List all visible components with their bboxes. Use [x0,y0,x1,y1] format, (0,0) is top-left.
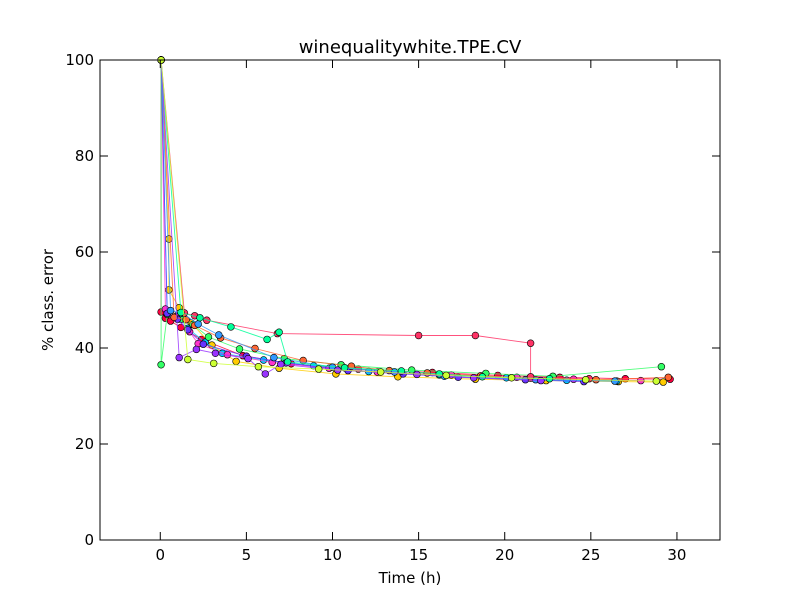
series-layer [157,56,674,386]
x-tick-label: 0 [156,546,166,564]
data-point [204,333,213,341]
data-point [652,377,660,385]
data-point [232,357,240,366]
x-tick-label: 15 [409,546,428,564]
x-tick-label: 25 [581,546,600,564]
data-point [611,377,619,385]
data-point [284,358,292,366]
y-tick-label: 0 [84,531,94,549]
data-point [471,331,480,340]
x-tick-label: 10 [323,546,342,564]
data-point [194,320,202,328]
series-line [160,59,657,382]
series-12 [157,56,660,385]
data-point [254,363,263,371]
axes-layer: 0 5 10 15 20 25 30 0 20 40 60 80 100 [65,51,720,564]
data-point [657,363,666,371]
data-point [377,368,385,376]
data-point [526,373,535,381]
data-point [210,359,218,368]
x-tick-label: 20 [495,546,514,564]
chart-title: winequalitywhite.TPE.CV [299,37,522,58]
data-point [177,308,185,317]
data-point [157,361,165,369]
data-point [340,364,349,372]
data-point [199,340,208,348]
data-point [259,356,268,364]
data-point [196,314,204,322]
y-tick-label: 100 [65,51,94,69]
data-point [526,339,535,347]
data-point [184,355,192,364]
data-point [166,306,175,315]
data-point [270,353,278,362]
data-point [664,373,672,381]
data-point [261,370,269,378]
data-point [507,374,516,382]
data-point [275,328,283,336]
y-tick-label: 40 [75,339,94,357]
data-point [390,368,399,376]
series-line [160,59,590,380]
data-point [315,365,323,373]
data-point [442,371,450,380]
data-point [470,374,478,382]
y-tick-label: 80 [75,147,94,165]
data-point [165,235,173,243]
data-point [235,345,244,353]
data-point [414,331,423,340]
data-point [175,353,183,362]
plot-frame [99,59,721,541]
data-point [170,313,178,321]
x-tick-label: 5 [242,546,252,564]
data-point [211,349,220,357]
y-tick-label: 20 [75,435,94,453]
data-point [184,326,192,334]
x-tick-label: 30 [667,546,686,564]
x-axis-label: Time (h) [378,569,442,587]
data-point [215,331,223,339]
data-point [227,323,235,331]
data-point [277,360,285,368]
data-point [244,354,252,363]
y-axis-label: % class. error [39,248,57,351]
data-point [263,335,271,344]
data-point [192,345,201,354]
data-point [581,376,590,384]
y-tick-label: 60 [75,243,94,261]
